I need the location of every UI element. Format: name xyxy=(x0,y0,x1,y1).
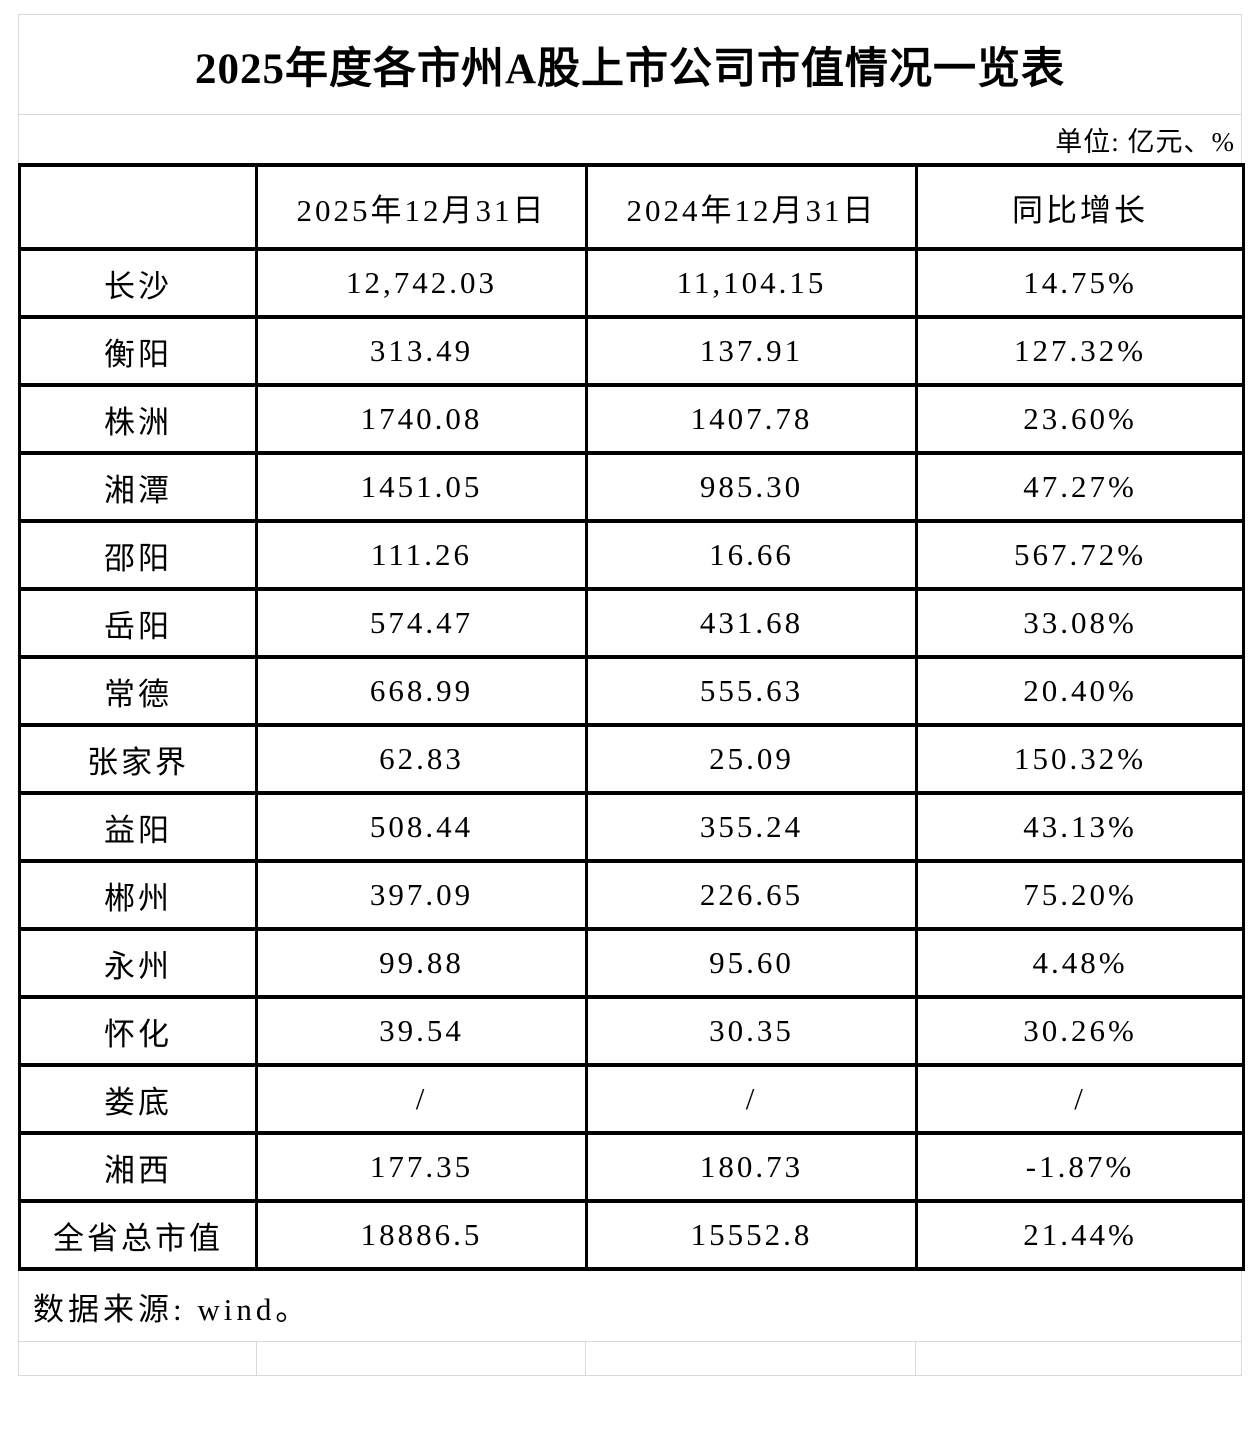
region-cell: 岳阳 xyxy=(18,587,258,659)
mv-2025-cell: 668.99 xyxy=(255,655,588,727)
region-cell: 株洲 xyxy=(18,383,258,455)
mv-2024-cell: 137.91 xyxy=(585,315,918,387)
region-cell: 湘西 xyxy=(18,1131,258,1203)
page-title: 2025年度各市州A股上市公司市值情况一览表 xyxy=(194,45,1066,93)
region-cell: 全省总市值 xyxy=(18,1199,258,1271)
region-cell: 郴州 xyxy=(18,859,258,931)
spreadsheet-area: 2025年度各市州A股上市公司市值情况一览表 单位: 亿元、% 2025年12月… xyxy=(18,14,1245,1376)
yoy-cell: 20.40% xyxy=(915,655,1245,727)
yoy-cell: 75.20% xyxy=(915,859,1245,931)
empty-cell xyxy=(585,1342,914,1375)
header-region xyxy=(18,163,258,251)
mv-2025-cell: 1451.05 xyxy=(255,451,588,523)
mv-2024-cell: 355.24 xyxy=(585,791,918,863)
mv-2024-cell: / xyxy=(585,1063,918,1135)
empty-cell xyxy=(19,1342,256,1375)
region-cell: 益阳 xyxy=(18,791,258,863)
mv-2024-cell: 226.65 xyxy=(585,859,918,931)
empty-cell xyxy=(914,1342,1241,1375)
table-row: 张家界 62.83 25.09 150.32% xyxy=(18,723,1245,795)
mv-2024-cell: 95.60 xyxy=(585,927,918,999)
mv-2024-cell: 1407.78 xyxy=(585,383,918,455)
mv-2024-cell: 25.09 xyxy=(585,723,918,795)
source-row: 数据来源: wind。 xyxy=(18,1271,1242,1341)
table-row: 岳阳 574.47 431.68 33.08% xyxy=(18,587,1245,659)
region-cell: 常德 xyxy=(18,655,258,727)
header-row: 2025年12月31日 2024年12月31日 同比增长 xyxy=(18,163,1245,251)
yoy-cell: 33.08% xyxy=(915,587,1245,659)
mv-2024-cell: 30.35 xyxy=(585,995,918,1067)
yoy-cell: 150.32% xyxy=(915,723,1245,795)
region-cell: 邵阳 xyxy=(18,519,258,591)
mv-2025-cell: 62.83 xyxy=(255,723,588,795)
market-value-table: 2025年12月31日 2024年12月31日 同比增长 长沙 12,742.0… xyxy=(18,163,1245,1271)
mv-2025-cell: 177.35 xyxy=(255,1131,588,1203)
title-row: 2025年度各市州A股上市公司市值情况一览表 xyxy=(18,14,1242,115)
table-row: 郴州 397.09 226.65 75.20% xyxy=(18,859,1245,931)
yoy-cell: 14.75% xyxy=(915,247,1245,319)
yoy-cell: 47.27% xyxy=(915,451,1245,523)
mv-2024-cell: 11,104.15 xyxy=(585,247,918,319)
mv-2024-cell: 180.73 xyxy=(585,1131,918,1203)
table-row: 邵阳 111.26 16.66 567.72% xyxy=(18,519,1245,591)
mv-2024-cell: 555.63 xyxy=(585,655,918,727)
table-row: 湘潭 1451.05 985.30 47.27% xyxy=(18,451,1245,523)
mv-2025-cell: 111.26 xyxy=(255,519,588,591)
table-row: 长沙 12,742.03 11,104.15 14.75% xyxy=(18,247,1245,319)
yoy-cell: 4.48% xyxy=(915,927,1245,999)
mv-2025-cell: 313.49 xyxy=(255,315,588,387)
yoy-cell: 43.13% xyxy=(915,791,1245,863)
table-row: 湘西 177.35 180.73 -1.87% xyxy=(18,1131,1245,1203)
mv-2025-cell: 508.44 xyxy=(255,791,588,863)
header-yoy-growth: 同比增长 xyxy=(915,163,1245,251)
mv-2025-cell: 12,742.03 xyxy=(255,247,588,319)
mv-2025-cell: 574.47 xyxy=(255,587,588,659)
table-row: 娄底 / / / xyxy=(18,1063,1245,1135)
mv-2025-cell: 99.88 xyxy=(255,927,588,999)
mv-2025-cell: 18886.5 xyxy=(255,1199,588,1271)
table-row: 怀化 39.54 30.35 30.26% xyxy=(18,995,1245,1067)
mv-2024-cell: 15552.8 xyxy=(585,1199,918,1271)
mv-2025-cell: 39.54 xyxy=(255,995,588,1067)
yoy-cell: 21.44% xyxy=(915,1199,1245,1271)
unit-row: 单位: 亿元、% xyxy=(18,115,1242,163)
unit-note: 单位: 亿元、% xyxy=(1055,126,1235,157)
yoy-cell: 30.26% xyxy=(915,995,1245,1067)
header-2025-date: 2025年12月31日 xyxy=(255,163,588,251)
table-row: 全省总市值 18886.5 15552.8 21.44% xyxy=(18,1199,1245,1271)
empty-cell xyxy=(255,1342,585,1375)
table-row: 衡阳 313.49 137.91 127.32% xyxy=(18,315,1245,387)
region-cell: 湘潭 xyxy=(18,451,258,523)
empty-grid-row xyxy=(18,1341,1242,1376)
yoy-cell: / xyxy=(915,1063,1245,1135)
yoy-cell: -1.87% xyxy=(915,1131,1245,1203)
region-cell: 长沙 xyxy=(18,247,258,319)
region-cell: 永州 xyxy=(18,927,258,999)
table-row: 株洲 1740.08 1407.78 23.60% xyxy=(18,383,1245,455)
table-row: 常德 668.99 555.63 20.40% xyxy=(18,655,1245,727)
region-cell: 张家界 xyxy=(18,723,258,795)
table-header: 2025年12月31日 2024年12月31日 同比增长 xyxy=(18,163,1245,251)
table-row: 益阳 508.44 355.24 43.13% xyxy=(18,791,1245,863)
region-cell: 娄底 xyxy=(18,1063,258,1135)
mv-2024-cell: 16.66 xyxy=(585,519,918,591)
region-cell: 衡阳 xyxy=(18,315,258,387)
yoy-cell: 567.72% xyxy=(915,519,1245,591)
mv-2024-cell: 431.68 xyxy=(585,587,918,659)
header-2024-date: 2024年12月31日 xyxy=(585,163,918,251)
data-source-note: 数据来源: wind。 xyxy=(33,1291,311,1327)
yoy-cell: 127.32% xyxy=(915,315,1245,387)
mv-2024-cell: 985.30 xyxy=(585,451,918,523)
table-row: 永州 99.88 95.60 4.48% xyxy=(18,927,1245,999)
yoy-cell: 23.60% xyxy=(915,383,1245,455)
mv-2025-cell: 1740.08 xyxy=(255,383,588,455)
mv-2025-cell: / xyxy=(255,1063,588,1135)
mv-2025-cell: 397.09 xyxy=(255,859,588,931)
region-cell: 怀化 xyxy=(18,995,258,1067)
table-body: 长沙 12,742.03 11,104.15 14.75% 衡阳 313.49 … xyxy=(18,247,1245,1271)
